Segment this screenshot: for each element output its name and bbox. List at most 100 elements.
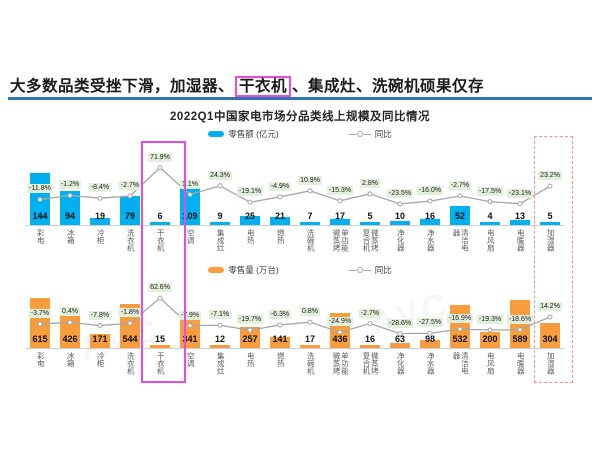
x-axis	[25, 225, 565, 226]
bar-干衣机	[150, 345, 170, 348]
bar-清洁电器	[450, 206, 470, 225]
yoy-label: 0.4%	[60, 307, 80, 317]
value-label: 94	[64, 211, 76, 221]
orange-bar-swatch-icon	[208, 267, 225, 273]
category-label: 洗碗机	[306, 229, 316, 252]
value-label: 532	[452, 334, 468, 344]
category-label: 加湿器	[546, 229, 556, 252]
category-label: 冰箱	[66, 352, 76, 367]
yoy-label: -11.8%	[27, 184, 53, 194]
value-label: 63	[394, 334, 406, 344]
category-label: 单功能微蒸烤	[332, 352, 350, 375]
headline-underline	[8, 97, 592, 100]
legend-item-yoy: 同比	[349, 128, 392, 140]
category-label: 净化器	[396, 229, 406, 252]
value-label: 9	[217, 211, 223, 221]
bar-电暖器	[510, 220, 530, 225]
legend-item-retail-value: 零售额 (亿元)	[208, 128, 279, 140]
yoy-label: 62.6%	[148, 283, 172, 293]
category-label: 干衣机	[156, 229, 166, 252]
value-label: 544	[122, 334, 138, 344]
yoy-label: 0.8%	[300, 307, 320, 317]
yoy-label: -2.7%	[358, 308, 382, 318]
value-label: 79	[124, 211, 136, 221]
yoy-label: -19.7%	[236, 315, 264, 325]
value-label: 144	[32, 211, 48, 221]
headline-pre: 大多数品类受挫下滑，加湿器、	[10, 78, 235, 95]
category-label: 加湿器	[546, 352, 556, 375]
value-label: 5	[547, 211, 553, 221]
line-marker-icon	[349, 267, 371, 273]
value-label: 615	[32, 334, 48, 344]
category-label: 微蒸烤复合机	[362, 352, 380, 375]
value-label: 16	[364, 334, 376, 344]
value-label: 12	[214, 334, 226, 344]
category-label: 净水器	[426, 229, 436, 252]
yoy-label: -17.5%	[476, 186, 504, 196]
bar-电热	[240, 215, 260, 225]
yoy-label: -19.1%	[236, 187, 264, 197]
yoy-label: -23.1%	[506, 188, 534, 198]
yoy-label: -1.8%	[118, 308, 142, 318]
x-axis	[25, 348, 565, 349]
blue-bar-swatch-icon	[208, 131, 225, 137]
chart-title: 2022Q1中国家电市场分品类线上规模及同比情况	[170, 111, 430, 123]
value-label: 52	[454, 211, 466, 221]
yoy-label: -7.1%	[208, 310, 232, 320]
yoy-line	[37, 295, 553, 337]
legend-retail-volume: 零售量 (万台) 同比	[0, 264, 600, 276]
bar-加湿器	[540, 222, 560, 225]
value-label: 6	[157, 211, 163, 221]
bar-单功能微蒸烤	[330, 218, 350, 225]
bar-燃热	[270, 336, 290, 348]
yoy-label: 24.3%	[208, 170, 232, 180]
category-label: 燃热	[276, 352, 286, 367]
legend-label: 零售额 (亿元)	[228, 129, 279, 139]
yoy-label: -23.5%	[386, 188, 414, 198]
value-label: 98	[424, 334, 436, 344]
yoy-label: 23.2%	[538, 171, 562, 181]
legend-item-retail-volume: 零售量 (万台)	[208, 264, 279, 276]
value-label: 436	[332, 334, 348, 344]
bar-冰箱	[60, 191, 80, 225]
bar-净化器	[390, 221, 410, 225]
yoy-label: -24.9%	[326, 317, 354, 327]
category-label: 洗碗机	[306, 352, 316, 375]
category-label: 空调	[186, 352, 196, 367]
category-label: 电风扇	[486, 229, 496, 252]
value-label: 25	[244, 211, 256, 221]
bar-净水器	[420, 340, 440, 348]
bar-加湿器	[540, 323, 560, 348]
value-label: 257	[242, 334, 258, 344]
category-label: 彩电	[36, 229, 46, 244]
value-label: 4	[487, 211, 493, 221]
bar-电热	[240, 327, 260, 348]
value-label: 16	[424, 211, 436, 221]
legend-label: 同比	[374, 265, 392, 275]
bar-净化器	[390, 342, 410, 348]
value-label: 304	[542, 334, 558, 344]
retail-value-chart: 144 -11.8% 彩电 94 -1.2% 冰箱 19 -8.4% 冷柜 79 -2.7% 洗衣机 6…	[25, 140, 565, 270]
yoy-label: 2.8%	[360, 178, 380, 188]
bar-洗碗机	[300, 222, 320, 225]
yoy-label: -4.9%	[268, 181, 292, 191]
yoy-label: -19.3%	[476, 315, 504, 325]
bar-微蒸烤复合机	[360, 222, 380, 225]
value-label: 21	[274, 211, 286, 221]
yoy-label: -16.0%	[416, 186, 444, 196]
bar-电风扇	[480, 331, 500, 348]
yoy-label: -8.4%	[88, 183, 112, 193]
headline: 大多数品类受挫下滑，加湿器、 干衣机 、集成灶、洗碗机硕果仅存	[10, 74, 595, 98]
retail-volume-chart: 615 -3.7% 彩电 426 0.4% 冰箱 171 -7.8% 冷柜 544 -1.8% 洗衣机…	[25, 280, 565, 385]
yoy-label: -7.9%	[178, 310, 202, 320]
bar-微蒸烤复合机	[360, 345, 380, 348]
yoy-label: 10.9%	[298, 175, 322, 185]
yoy-label: -6.3%	[268, 309, 292, 319]
yoy-label: -15.3%	[326, 185, 354, 195]
yoy-label: -28.6%	[386, 318, 414, 328]
yoy-label: -18.6%	[506, 314, 534, 324]
category-label: 电热	[246, 229, 256, 244]
category-label: 单功能微蒸烤	[332, 229, 350, 252]
yoy-label: -27.5%	[416, 318, 444, 328]
category-label: 集成灶	[216, 229, 226, 252]
